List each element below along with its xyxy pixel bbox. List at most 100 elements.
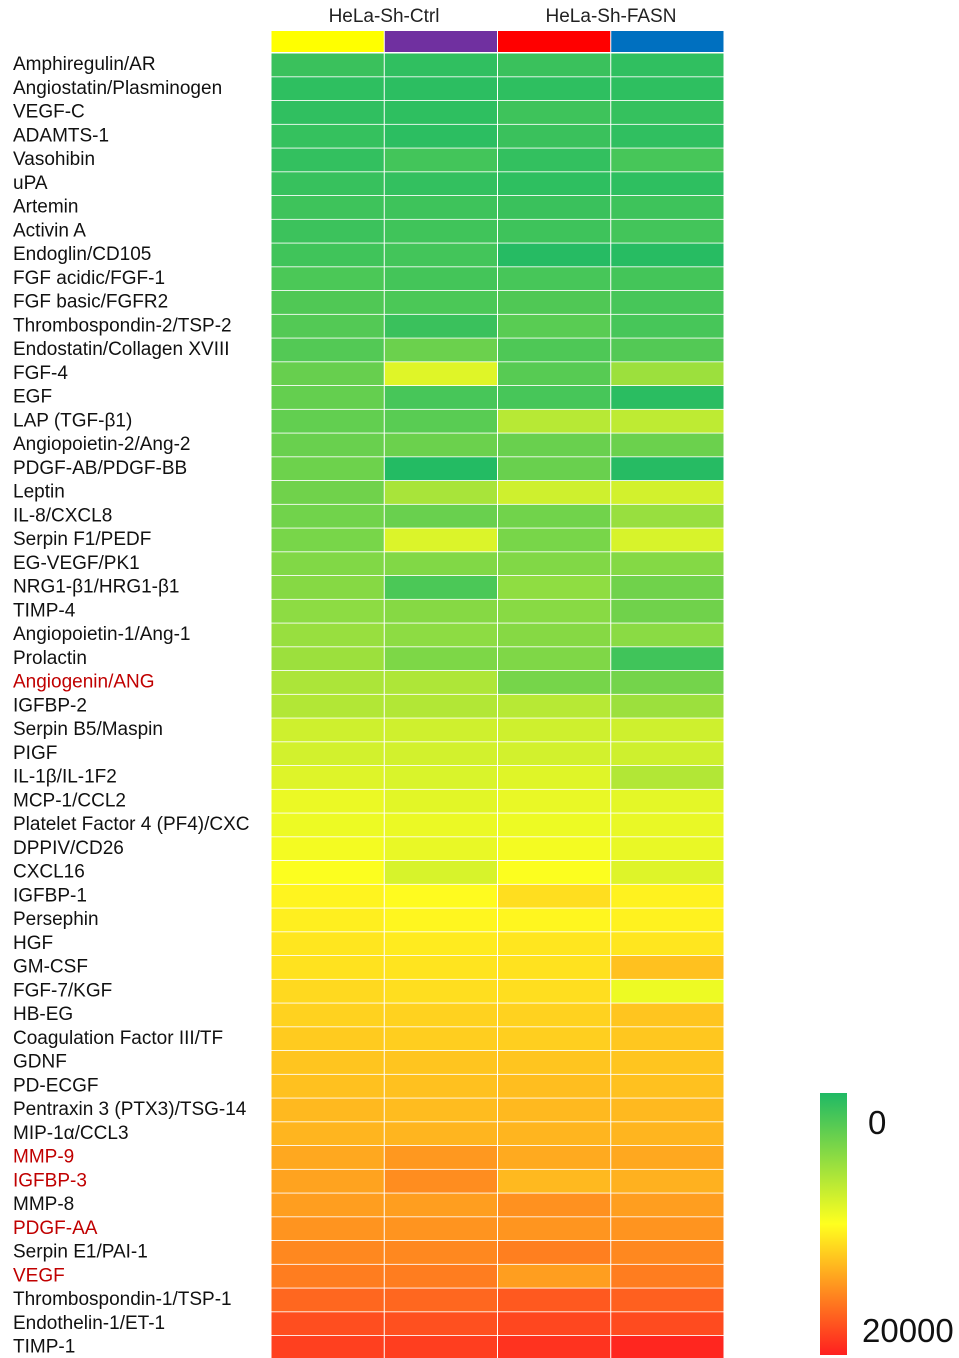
heatmap-cell <box>384 101 497 124</box>
heatmap-cell <box>271 1122 384 1146</box>
row-label: Angiopoietin-2/Ang-2 <box>13 434 190 455</box>
column-header-swatch <box>384 31 497 52</box>
heatmap-cell <box>384 979 497 1003</box>
heatmap-cell <box>611 671 724 694</box>
heatmap-cell <box>498 956 611 979</box>
heatmap-cell <box>384 219 497 243</box>
heatmap-cell <box>611 1193 724 1217</box>
colorbar-min-label: 0 <box>868 1104 887 1141</box>
heatmap-cell <box>384 409 497 433</box>
row-label: PD-ECGF <box>13 1075 99 1096</box>
heatmap-cell <box>498 267 611 291</box>
heatmap-cell <box>384 243 497 267</box>
heatmap-cell <box>611 1146 724 1169</box>
row-label: PIGF <box>13 743 57 764</box>
heatmap-cell <box>384 1003 497 1027</box>
row-label: TIMP-4 <box>13 600 76 621</box>
heatmap-cell <box>611 766 724 789</box>
heatmap-cell <box>271 932 384 956</box>
row-label: Activin A <box>13 220 86 241</box>
row-label: NRG1-β1/HRG1-β1 <box>13 577 180 598</box>
heatmap-cell <box>271 243 384 267</box>
heatmap-cell <box>611 219 724 243</box>
row-label: CXCL16 <box>13 862 85 883</box>
heatmap-cell <box>384 647 497 671</box>
heatmap-cell <box>384 1264 497 1288</box>
heatmap-cell <box>271 1288 384 1312</box>
heatmap-cell <box>498 932 611 956</box>
heatmap-cell <box>271 1193 384 1217</box>
heatmap-cell <box>611 1098 724 1122</box>
colorbar-max-label: 20000 <box>862 1312 954 1349</box>
heatmap-cell <box>611 908 724 932</box>
heatmap-cell <box>271 671 384 694</box>
heatmap-cell <box>384 884 497 908</box>
row-label: Angiogenin/ANG <box>13 672 155 693</box>
heatmap-cell <box>611 647 724 671</box>
heatmap-cell <box>611 53 724 77</box>
row-label: Coagulation Factor III/TF <box>13 1028 223 1049</box>
heatmap-cell <box>498 647 611 671</box>
heatmap-cell <box>384 1074 497 1098</box>
row-label: Pentraxin 3 (PTX3)/TSG-14 <box>13 1099 247 1120</box>
heatmap-cell <box>498 504 611 528</box>
heatmap-cell <box>271 908 384 932</box>
heatmap-cell <box>271 956 384 979</box>
heatmap-cell <box>498 148 611 172</box>
heatmap-cell <box>384 1098 497 1122</box>
heatmap-cell <box>271 979 384 1003</box>
heatmap-cell <box>611 291 724 314</box>
heatmap-cell <box>384 1288 497 1312</box>
heatmap-cell <box>384 291 497 314</box>
heatmap-cell <box>498 338 611 362</box>
row-label: GM-CSF <box>13 957 88 978</box>
heatmap-cell <box>271 552 384 576</box>
row-label: Endostatin/Collagen XVIII <box>13 339 230 360</box>
heatmap-cell <box>384 1146 497 1169</box>
heatmap-cell <box>611 576 724 599</box>
row-label: Endothelin-1/ET-1 <box>13 1313 165 1334</box>
heatmap-cell <box>611 148 724 172</box>
column-header-swatch <box>271 31 384 52</box>
heatmap-cell <box>384 481 497 504</box>
row-label: ADAMTS-1 <box>13 125 109 146</box>
heatmap-cell <box>611 789 724 813</box>
heatmap-cell <box>611 694 724 718</box>
row-label: IL-1β/IL-1F2 <box>13 767 117 788</box>
heatmap-cell <box>498 813 611 837</box>
heatmap-cell <box>271 219 384 243</box>
heatmap-cell <box>498 1169 611 1193</box>
heatmap-cell <box>384 148 497 172</box>
row-label: Leptin <box>13 482 65 503</box>
heatmap-cell <box>498 314 611 338</box>
heatmap-cell <box>271 1264 384 1288</box>
heatmap-cell <box>384 1312 497 1336</box>
heatmap-cell <box>498 1217 611 1241</box>
heatmap-cell <box>498 291 611 314</box>
heatmap-cell <box>271 1146 384 1169</box>
heatmap-cell <box>271 1336 384 1358</box>
heatmap-cell <box>611 1264 724 1288</box>
heatmap-cell <box>498 1241 611 1264</box>
heatmap-cell <box>271 813 384 837</box>
row-label: IGFBP-3 <box>13 1170 87 1191</box>
heatmap-cell <box>384 837 497 861</box>
heatmap-cell <box>611 861 724 884</box>
heatmap-cell <box>498 1312 611 1336</box>
heatmap-cell <box>611 1312 724 1336</box>
heatmap-cell <box>611 1122 724 1146</box>
heatmap-cell <box>498 77 611 101</box>
heatmap-cell <box>498 243 611 267</box>
row-label: MMP-9 <box>13 1147 74 1168</box>
heatmap-cell <box>384 552 497 576</box>
heatmap-cell <box>271 1241 384 1264</box>
row-label: Artemin <box>13 197 78 218</box>
heatmap-cell <box>498 552 611 576</box>
heatmap-cell <box>498 528 611 552</box>
row-label: MMP-8 <box>13 1194 74 1215</box>
heatmap-cell <box>271 267 384 291</box>
heatmap-cell <box>611 718 724 742</box>
heatmap-cell <box>271 742 384 766</box>
